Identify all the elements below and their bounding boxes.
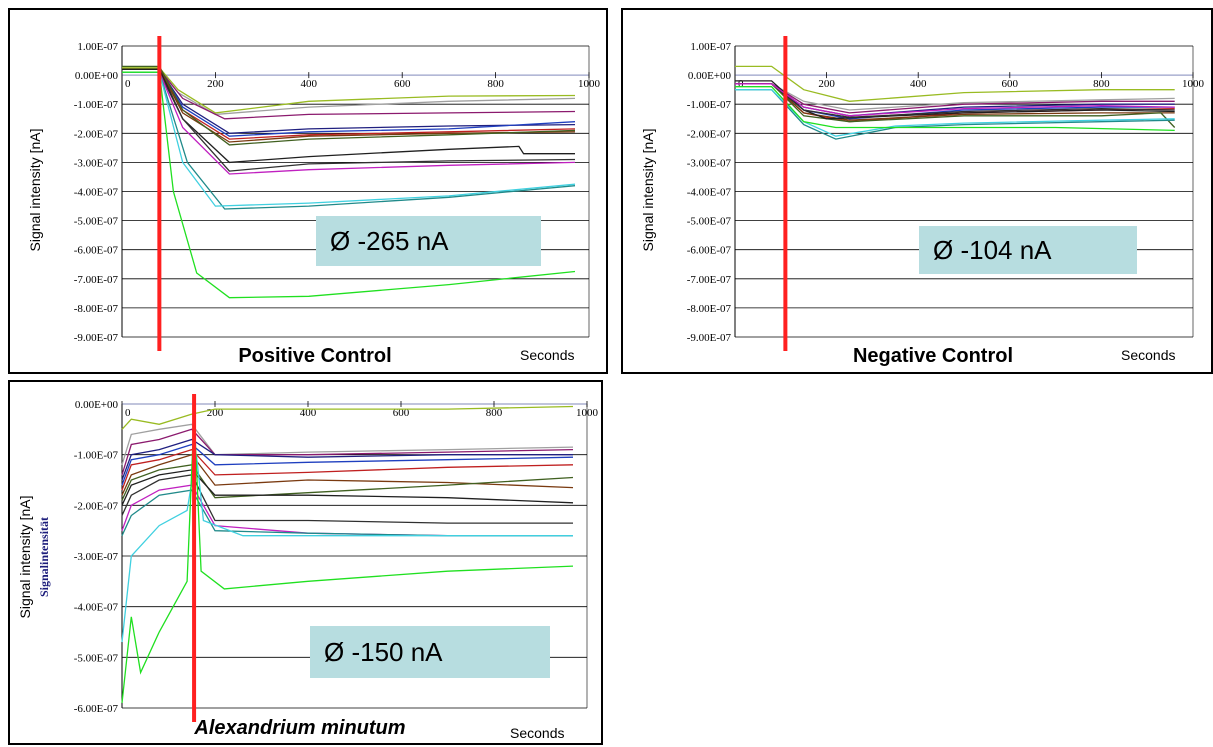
y-tick-label: -4.00E-07	[687, 187, 732, 199]
x-tick-label: 800	[487, 78, 504, 90]
y-tick-label: -5.00E-07	[74, 652, 119, 664]
x-axis-label: Seconds	[510, 725, 564, 741]
y-tick-label: -2.00E-07	[74, 128, 119, 140]
y-tick-label: -9.00E-07	[74, 332, 119, 344]
y-tick-label: -8.00E-07	[687, 303, 732, 315]
y-tick-label: -8.00E-07	[74, 303, 119, 315]
y-tick-label: -5.00E-07	[687, 216, 732, 228]
series-line	[121, 423, 574, 465]
y-tick-label: 0.00E+00	[75, 399, 119, 411]
y-tick-label: -1.00E-07	[74, 99, 119, 111]
alexandrium-minutum-panel: 0.00E+00 -1.00E-07 -2.00E-07 -3.00E-07 -4.00…	[8, 380, 603, 745]
positive-control-chart: 1.00E-07 0.00E+00 -1.00E-07 -2.00E-07 -3.00E…	[27, 36, 601, 367]
annotation-text: Ø -104 nA	[933, 235, 1052, 265]
y-tick-label: -6.00E-07	[74, 245, 119, 257]
series-line	[121, 428, 574, 476]
y-tick-label: -1.00E-07	[74, 450, 119, 462]
x-tick-label: 600	[394, 78, 411, 90]
y-tick-label: -7.00E-07	[687, 274, 732, 286]
series-line	[122, 68, 575, 164]
y-tick-label: 0.00E+00	[688, 70, 732, 82]
series-line	[121, 448, 574, 491]
series-line	[121, 443, 574, 486]
y-tick-label: -4.00E-07	[74, 602, 119, 614]
annotation-box	[310, 626, 550, 678]
y-tick-label: -3.00E-07	[74, 551, 119, 563]
series-line	[121, 474, 573, 524]
series-line	[122, 68, 576, 116]
x-tick-label: 1000	[578, 78, 601, 90]
x-tick-label: 600	[1002, 78, 1019, 90]
y-tick-label: -3.00E-07	[74, 157, 119, 169]
y-tick-label: -5.00E-07	[74, 216, 119, 228]
annotation-text: Ø -150 nA	[324, 637, 443, 667]
x-tick-label: 1000	[1182, 78, 1205, 90]
x-tick-label: 400	[910, 78, 927, 90]
series-line	[121, 464, 574, 501]
series-line	[735, 89, 1175, 137]
x-tick-label: 200	[818, 78, 835, 90]
series-line	[122, 71, 576, 172]
negative-control-chart: 1.00E-07 0.00E+00 -1.00E-07 -2.00E-07 -3.00E…	[640, 36, 1205, 367]
annotation-box	[316, 216, 541, 266]
x-tick-label: 400	[300, 407, 317, 419]
y-tick-label: -6.00E-07	[74, 703, 119, 715]
x-tick-label: 600	[393, 407, 410, 419]
x-tick-label: 800	[486, 407, 503, 419]
series-line	[735, 65, 1175, 102]
series-line	[122, 71, 576, 175]
chart-title: Positive Control	[238, 345, 391, 367]
series-line	[735, 83, 1176, 128]
x-tick-label: 800	[1093, 78, 1110, 90]
y-tick-label: -2.00E-07	[687, 128, 732, 140]
y-tick-label: -9.00E-07	[687, 332, 732, 344]
annotation-box	[919, 226, 1137, 274]
series-line	[735, 80, 1175, 120]
y-tick-label: -3.00E-07	[687, 157, 732, 169]
y-axis-label-secondary: Signalintensität	[37, 517, 51, 597]
y-tick-label: 0.00E+00	[75, 70, 119, 82]
x-axis-label: Seconds	[1121, 347, 1175, 363]
x-tick-label: 0	[125, 78, 131, 90]
y-tick-label: -4.00E-07	[74, 187, 119, 199]
y-tick-label: -7.00E-07	[74, 274, 119, 286]
x-tick-label: 1000	[576, 407, 599, 419]
y-axis-label: Signal intensity [nA]	[17, 496, 33, 619]
alexandrium-minutum-chart: 0.00E+00 -1.00E-07 -2.00E-07 -3.00E-07 -4.00…	[17, 394, 599, 741]
series-line	[122, 71, 576, 210]
series-line	[735, 83, 1175, 117]
series-line	[122, 71, 576, 207]
chart-title: Negative Control	[853, 345, 1013, 367]
x-tick-label: 0	[125, 407, 131, 419]
x-axis-label: Seconds	[520, 347, 574, 363]
series-line	[121, 405, 574, 430]
series-line	[121, 453, 574, 496]
series-line	[121, 454, 573, 643]
positive-control-panel: 1.00E-07 0.00E+00 -1.00E-07 -2.00E-07 -3.00E…	[8, 8, 608, 374]
series-line	[121, 469, 574, 506]
annotation-text: Ø -265 nA	[330, 226, 449, 256]
negative-control-panel: 1.00E-07 0.00E+00 -1.00E-07 -2.00E-07 -3.00E…	[621, 8, 1213, 374]
y-axis-label: Signal intensity [nA]	[27, 129, 43, 252]
series-line	[121, 438, 573, 481]
y-tick-label: 1.00E-07	[690, 41, 731, 53]
y-tick-label: -2.00E-07	[74, 500, 119, 512]
chart-title: Alexandrium minutum	[193, 717, 405, 739]
y-tick-label: 1.00E-07	[77, 41, 118, 53]
x-tick-label: 200	[207, 78, 224, 90]
x-tick-label: 400	[301, 78, 318, 90]
series-line	[122, 71, 576, 299]
y-axis-label: Signal intensity [nA]	[640, 129, 656, 252]
series-line	[735, 86, 1175, 132]
y-tick-label: -1.00E-07	[687, 99, 732, 111]
y-tick-label: -6.00E-07	[687, 245, 732, 257]
